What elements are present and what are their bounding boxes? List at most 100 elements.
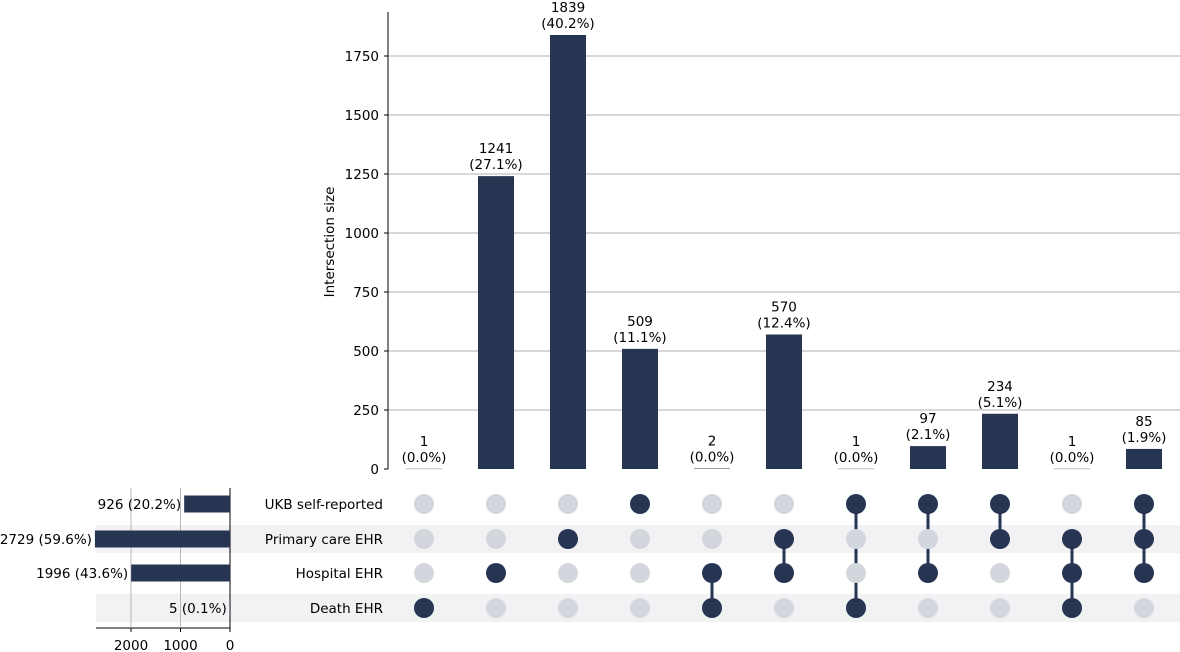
matrix-dot-inactive bbox=[414, 529, 434, 549]
y-tick-label: 1000 bbox=[345, 226, 379, 242]
y-axis-label: Intersection size bbox=[322, 187, 338, 298]
bar-percent-label: (12.4%) bbox=[757, 315, 810, 331]
bar-count-label: 85 bbox=[1135, 414, 1152, 430]
bar-count-label: 234 bbox=[987, 379, 1013, 395]
bar-percent-label: (0.0%) bbox=[690, 450, 735, 466]
bar-percent-label: (0.0%) bbox=[1050, 450, 1095, 466]
intersection-bar bbox=[478, 176, 514, 469]
matrix-dot-inactive bbox=[1062, 494, 1082, 514]
matrix-dot-active bbox=[774, 529, 794, 549]
bar-percent-label: (1.9%) bbox=[1122, 430, 1167, 446]
set-tick-label: 0 bbox=[226, 638, 235, 652]
matrix-dot-inactive bbox=[846, 563, 866, 583]
matrix-dot-active bbox=[1134, 494, 1154, 514]
matrix-dot-active bbox=[1062, 529, 1082, 549]
matrix-dot-active bbox=[558, 529, 578, 549]
bar-percent-label: (11.1%) bbox=[613, 330, 666, 346]
matrix-dot-active bbox=[1134, 563, 1154, 583]
matrix-dot-active bbox=[846, 494, 866, 514]
matrix-dot-active bbox=[702, 598, 722, 618]
matrix-dot-active bbox=[630, 494, 650, 514]
y-tick-label: 0 bbox=[370, 462, 379, 478]
set-size-bar bbox=[131, 564, 230, 582]
intersection-bar bbox=[622, 348, 658, 469]
y-tick-label: 1250 bbox=[345, 167, 379, 183]
bar-count-label: 1 bbox=[420, 434, 429, 450]
matrix-dot-inactive bbox=[1134, 598, 1154, 618]
set-size-bars: 926 (20.2%) 2729 (59.6%) 1996 (43.6%) 5 (0.… bbox=[0, 495, 231, 617]
matrix-dot-inactive bbox=[630, 563, 650, 583]
y-tick-label: 1500 bbox=[345, 108, 379, 124]
set-size-label: 926 (20.2%) bbox=[98, 497, 181, 513]
matrix-dot-active bbox=[990, 529, 1010, 549]
bar-count-label: 570 bbox=[771, 299, 797, 315]
matrix-dot-inactive bbox=[702, 529, 722, 549]
matrix-dot-inactive bbox=[918, 529, 938, 549]
set-size-label: 5 (0.1%) bbox=[169, 601, 227, 617]
matrix-dot-active bbox=[990, 494, 1010, 514]
intersection-bar bbox=[982, 413, 1018, 469]
set-size-label: 1996 (43.6%) bbox=[36, 566, 128, 582]
intersection-bar-labels: 1(0.0%)1241(27.1%)1839(40.2%)509(11.1%)2… bbox=[402, 0, 1167, 466]
matrix-dot-active bbox=[918, 494, 938, 514]
bar-count-label: 1 bbox=[852, 434, 861, 450]
bar-percent-label: (5.1%) bbox=[978, 395, 1023, 411]
y-tick-label: 250 bbox=[353, 403, 379, 419]
matrix-dot-inactive bbox=[918, 598, 938, 618]
matrix-dot-inactive bbox=[630, 598, 650, 618]
bar-percent-label: (40.2%) bbox=[541, 16, 594, 32]
matrix-dot-inactive bbox=[774, 598, 794, 618]
bar-percent-label: (2.1%) bbox=[906, 427, 951, 443]
matrix-dot-inactive bbox=[414, 494, 434, 514]
matrix-dot-inactive bbox=[558, 563, 578, 583]
matrix-dot-inactive bbox=[702, 494, 722, 514]
gridlines bbox=[388, 55, 1180, 411]
bar-percent-label: (0.0%) bbox=[402, 450, 447, 466]
matrix-dot-inactive bbox=[630, 529, 650, 549]
bar-count-label: 97 bbox=[919, 411, 936, 427]
matrix-dot-active bbox=[1062, 598, 1082, 618]
intersection-bar bbox=[766, 334, 802, 469]
matrix-dot-inactive bbox=[486, 529, 506, 549]
set-size-label: 2729 (59.6%) bbox=[0, 532, 92, 548]
bar-percent-label: (0.0%) bbox=[834, 450, 879, 466]
bar-count-label: 509 bbox=[627, 314, 653, 330]
matrix-dot-active bbox=[486, 563, 506, 583]
bar-count-label: 1 bbox=[1068, 434, 1077, 450]
matrix-dot-inactive bbox=[486, 598, 506, 618]
matrix-dot-inactive bbox=[990, 563, 1010, 583]
intersection-bar bbox=[1126, 448, 1162, 469]
set-name-label: Primary care EHR bbox=[265, 532, 383, 548]
matrix-dot-active bbox=[702, 563, 722, 583]
y-tick-label: 1750 bbox=[345, 49, 379, 65]
set-size-bar bbox=[94, 530, 231, 548]
matrix-dot-active bbox=[1062, 563, 1082, 583]
matrix-dot-inactive bbox=[558, 494, 578, 514]
matrix-dot-active bbox=[414, 598, 434, 618]
bar-count-label: 1839 bbox=[551, 0, 585, 16]
matrix-dot-active bbox=[846, 598, 866, 618]
set-size-bar bbox=[184, 495, 230, 513]
y-tick-label: 750 bbox=[353, 285, 379, 301]
matrix-dot-inactive bbox=[846, 529, 866, 549]
matrix-dot-inactive bbox=[414, 563, 434, 583]
intersection-matrix bbox=[414, 494, 1154, 618]
matrix-dot-inactive bbox=[774, 494, 794, 514]
intersection-bar bbox=[910, 446, 946, 469]
bar-count-label: 1241 bbox=[479, 141, 513, 157]
matrix-dot-inactive bbox=[558, 598, 578, 618]
matrix-dot-active bbox=[774, 563, 794, 583]
intersection-bar bbox=[550, 35, 586, 469]
set-name-label: Hospital EHR bbox=[296, 566, 383, 582]
bar-percent-label: (27.1%) bbox=[469, 157, 522, 173]
matrix-dot-active bbox=[918, 563, 938, 583]
set-name-label: UKB self-reported bbox=[265, 497, 383, 513]
matrix-dot-inactive bbox=[486, 494, 506, 514]
bar-count-label: 2 bbox=[708, 434, 717, 450]
set-name-label: Death EHR bbox=[310, 601, 383, 617]
set-tick-label: 1000 bbox=[163, 638, 197, 652]
y-axis: Intersection size 0 250 500 750 1000 1250 1500… bbox=[322, 12, 389, 478]
y-tick-label: 500 bbox=[353, 344, 379, 360]
set-names: UKB self-reported Primary care EHR Hospita… bbox=[265, 497, 383, 617]
